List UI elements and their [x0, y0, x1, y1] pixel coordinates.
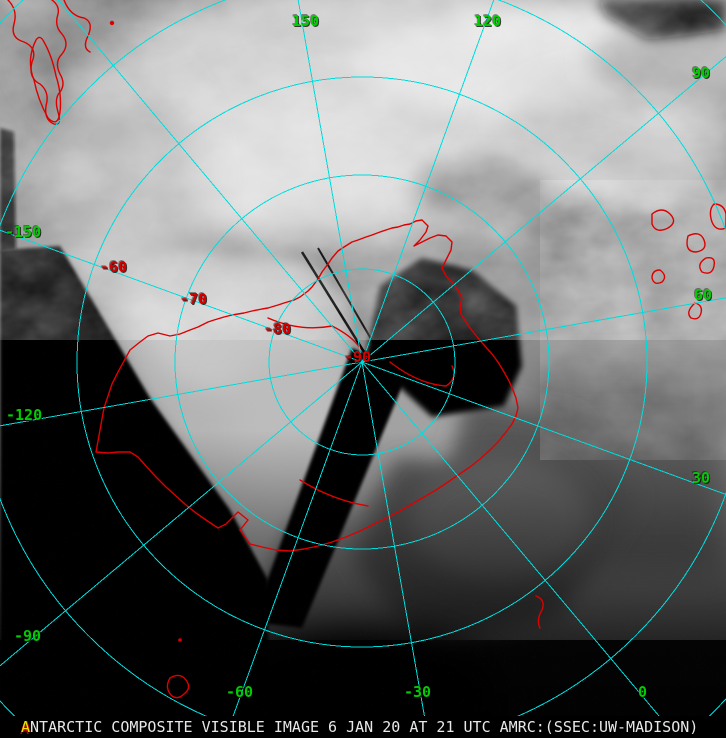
longitude-meridian: [361, 0, 495, 363]
longitude-meridian: [361, 361, 679, 738]
longitude-meridian: [0, 361, 363, 427]
status-text-rest: NTARCTIC COMPOSITE VISIBLE IMAGE 6 JAN 2…: [30, 718, 699, 736]
latitude-circle: [174, 174, 550, 550]
coastline-south-america: [7, 0, 67, 125]
longitude-meridian: [224, 361, 363, 738]
longitude-meridian: [297, 0, 363, 363]
coastline-antarctica: [95, 219, 519, 552]
status-bar: ANTARCTIC COMPOSITE VISIBLE IMAGE 6 JAN …: [0, 716, 726, 738]
latitude-circle: [76, 76, 648, 648]
longitude-meridian: [0, 361, 363, 667]
longitude-meridian: [361, 297, 726, 363]
longitude-meridian: [0, 229, 363, 363]
latitude-circle: [268, 268, 456, 456]
longitude-meridian: [361, 55, 726, 363]
longitude-meridian: [57, 0, 363, 363]
longitude-meridian: [361, 361, 429, 738]
longitude-meridian: [361, 361, 726, 496]
cursor-character: A: [21, 718, 31, 736]
status-text: ANTARCTIC COMPOSITE VISIBLE IMAGE 6 JAN …: [21, 716, 698, 738]
